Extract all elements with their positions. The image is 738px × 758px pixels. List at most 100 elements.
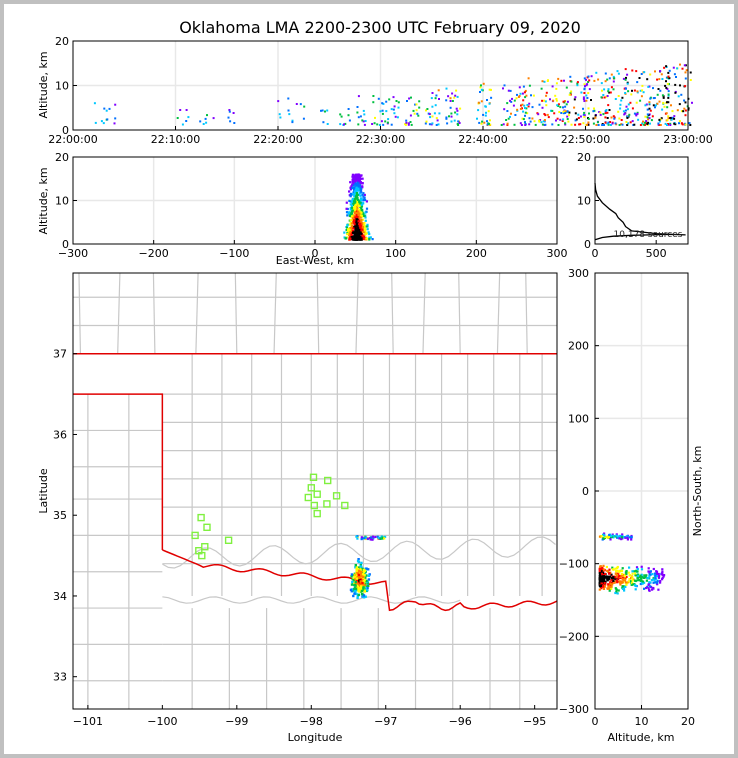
source-point	[356, 575, 359, 579]
source-point	[541, 106, 544, 109]
source-point	[624, 112, 627, 115]
source-point	[369, 538, 372, 541]
source-point	[185, 120, 188, 122]
source-point	[563, 79, 565, 82]
source-point	[639, 575, 642, 578]
source-point	[613, 116, 616, 119]
source-point	[428, 113, 431, 116]
y-tick-label: 0	[62, 238, 69, 251]
source-point	[356, 581, 359, 584]
y-tick-label: −200	[559, 630, 589, 643]
source-point	[621, 585, 624, 588]
source-point	[566, 100, 569, 103]
source-point	[486, 120, 488, 123]
source-point	[617, 577, 620, 580]
source-point	[577, 113, 580, 116]
source-point	[583, 115, 586, 118]
source-point	[646, 78, 649, 81]
source-point	[212, 117, 215, 120]
source-point	[352, 227, 355, 230]
source-point	[352, 594, 355, 598]
source-point	[372, 95, 375, 97]
source-point	[456, 113, 459, 116]
source-point	[668, 77, 671, 80]
source-point	[506, 110, 509, 112]
source-point	[357, 584, 360, 588]
source-point	[353, 179, 356, 183]
source-point	[587, 121, 590, 124]
source-point	[684, 114, 687, 117]
source-point	[679, 63, 681, 66]
source-point	[356, 572, 359, 575]
source-point	[621, 96, 624, 99]
source-point	[356, 233, 359, 236]
source-point	[352, 217, 355, 220]
source-point	[606, 95, 609, 97]
source-point	[540, 121, 543, 124]
source-point	[565, 103, 568, 106]
source-point	[365, 574, 368, 577]
source-point	[349, 208, 352, 211]
source-point	[614, 572, 617, 575]
source-point	[685, 69, 688, 72]
source-point	[381, 112, 384, 115]
x-tick-label: 22:50:00	[561, 133, 610, 146]
source-point	[357, 116, 360, 119]
source-point	[360, 536, 363, 539]
source-point	[599, 572, 602, 575]
source-point	[648, 573, 651, 576]
source-point	[355, 224, 358, 227]
source-point	[291, 119, 294, 122]
source-point	[601, 538, 604, 541]
source-point	[667, 90, 670, 93]
source-point	[659, 579, 662, 583]
source-point	[353, 208, 357, 211]
source-point	[559, 118, 562, 121]
figure-title: Oklahoma LMA 2200-2300 UTC February 09, …	[179, 18, 581, 37]
source-point	[360, 211, 363, 214]
source-point	[669, 122, 672, 125]
lma-station-marker	[307, 484, 315, 492]
source-point	[607, 88, 610, 91]
source-point	[540, 87, 543, 90]
source-point	[397, 101, 400, 104]
source-point	[645, 574, 648, 577]
source-point	[537, 113, 540, 116]
source-point	[228, 110, 231, 113]
source-point	[564, 105, 567, 108]
source-point	[359, 194, 362, 197]
source-point	[545, 94, 548, 97]
source-point	[366, 537, 369, 540]
source-point	[576, 84, 579, 87]
source-point	[295, 103, 298, 105]
source-point	[364, 595, 367, 598]
source-point	[371, 538, 374, 541]
source-point	[350, 590, 353, 593]
north-south-ylabel: North-South, km	[691, 446, 704, 537]
source-point	[503, 84, 506, 87]
source-point	[547, 116, 550, 119]
source-point	[357, 185, 360, 188]
source-point	[458, 122, 461, 124]
source-point	[524, 124, 527, 126]
source-point	[653, 579, 656, 582]
source-point	[630, 538, 633, 541]
source-point	[449, 106, 452, 109]
source-point	[385, 100, 388, 103]
lma-station-marker	[323, 500, 331, 508]
source-point	[614, 122, 617, 125]
source-point	[506, 123, 509, 126]
lma-station-marker	[191, 531, 199, 540]
source-point	[490, 96, 493, 99]
source-point	[415, 109, 418, 112]
x-tick-label: 200	[466, 247, 487, 260]
source-point	[640, 576, 643, 579]
source-point	[621, 577, 624, 581]
source-point	[590, 75, 593, 78]
source-point	[355, 199, 358, 202]
source-point	[360, 224, 363, 228]
source-point	[599, 565, 602, 568]
source-point	[506, 102, 509, 105]
x-tick-label: −300	[58, 247, 88, 260]
source-point	[648, 581, 651, 584]
